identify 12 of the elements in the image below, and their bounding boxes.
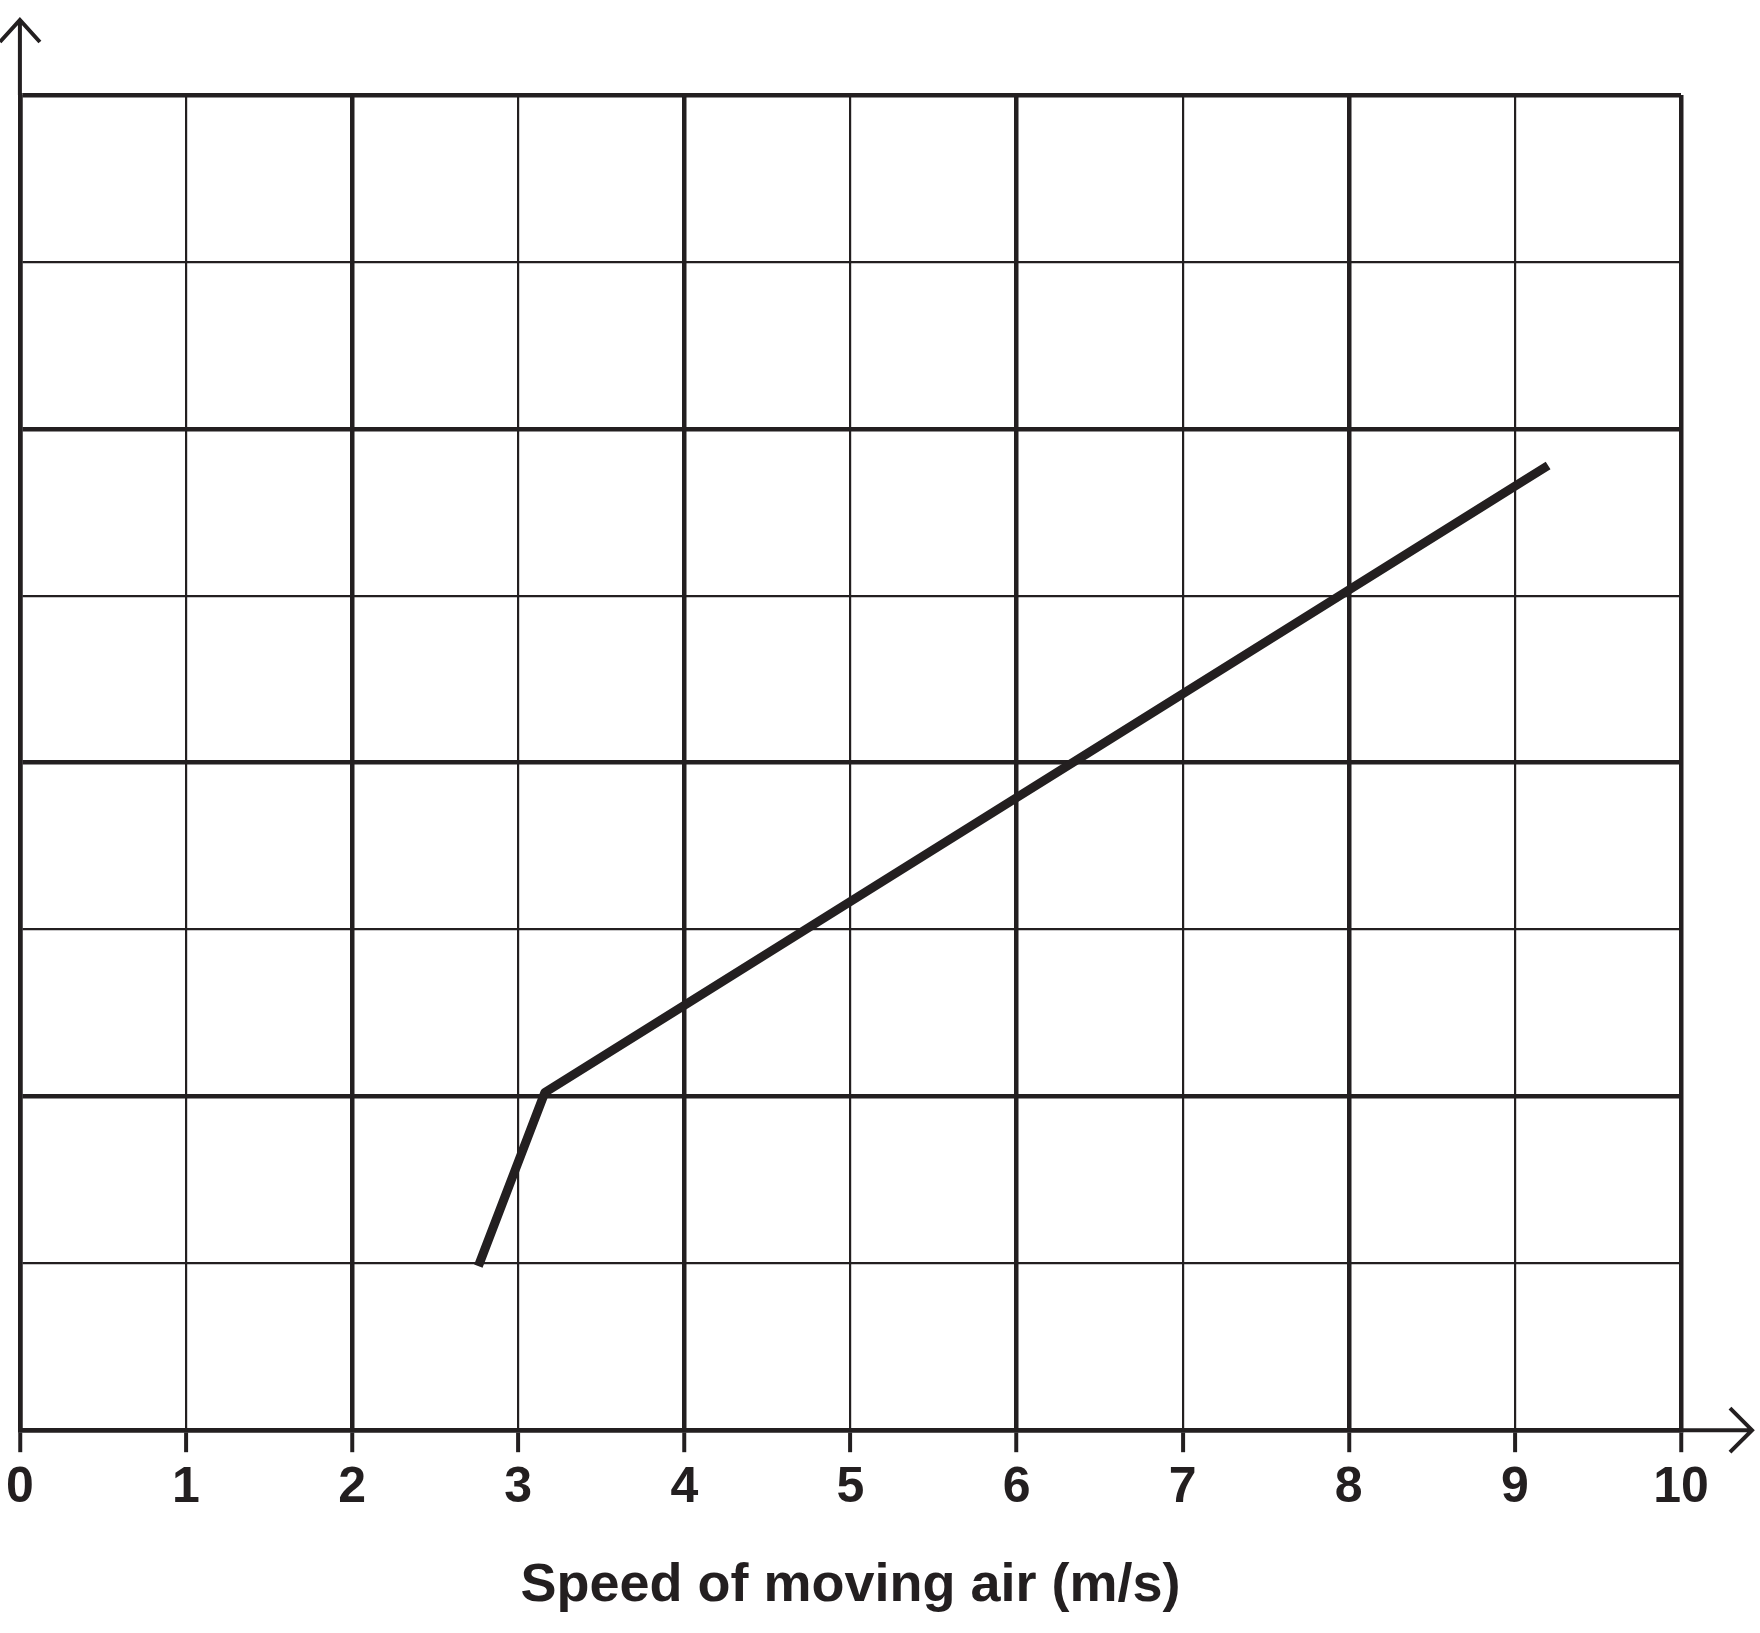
x-tick-label: 7 [1168,1456,1197,1513]
x-tick-label: 5 [836,1456,865,1513]
x-tick-label: 0 [6,1456,34,1513]
x-tick-label: 4 [670,1456,699,1513]
x-axis-title: Speed of moving air (m/s) [520,1552,1181,1613]
x-tick-label: 8 [1334,1456,1363,1513]
x-tick-label: 2 [338,1456,367,1513]
x-tick-label: 1 [172,1456,200,1513]
x-tick-label: 6 [1002,1456,1031,1513]
x-tick-label: 9 [1500,1456,1529,1513]
x-tick-label: 3 [504,1456,533,1513]
x-tick-label: 10 [1653,1456,1709,1513]
